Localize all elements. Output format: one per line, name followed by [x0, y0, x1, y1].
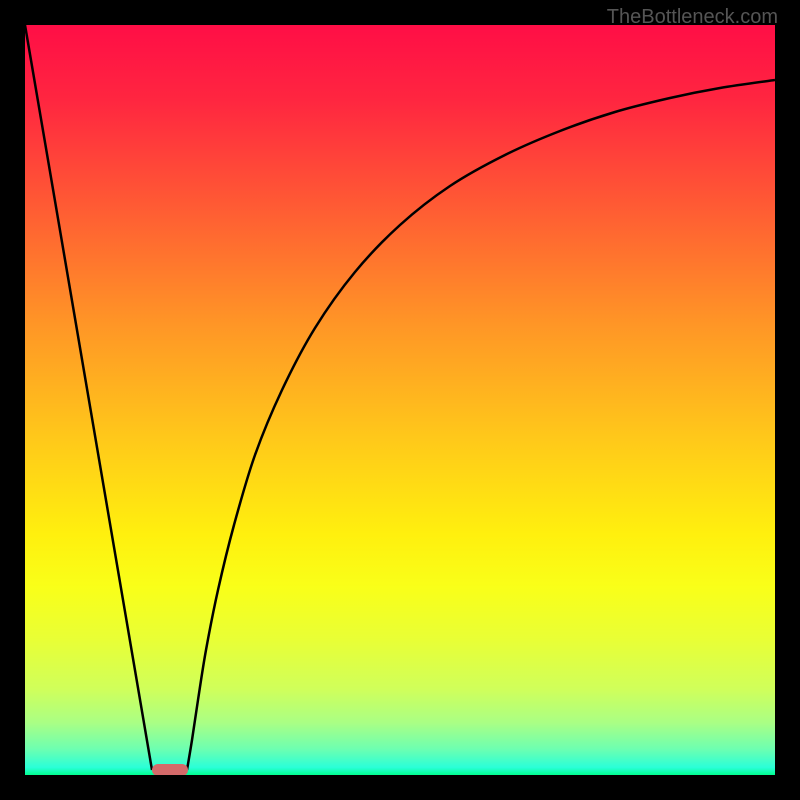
plot-area — [25, 25, 775, 775]
gradient-background — [25, 25, 775, 775]
chart-svg — [25, 25, 775, 775]
watermark-text: TheBottleneck.com — [607, 6, 778, 29]
bottleneck-chart: TheBottleneck.com — [0, 0, 800, 800]
bottom-marker — [152, 764, 188, 775]
